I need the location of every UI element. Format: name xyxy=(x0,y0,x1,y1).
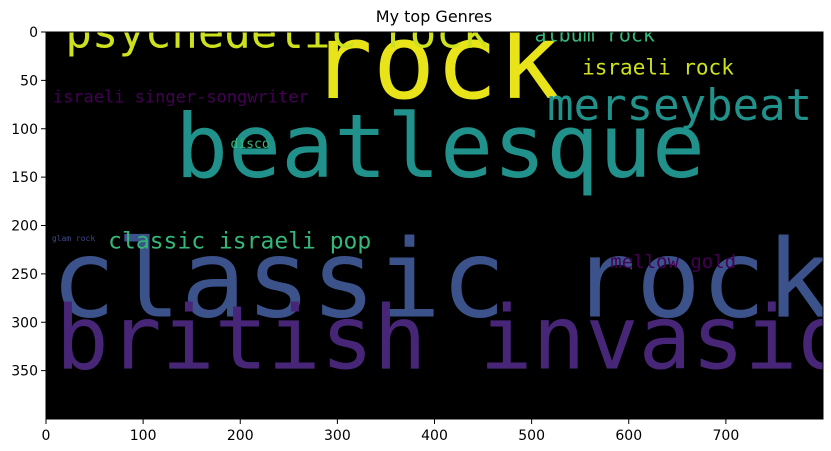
word-album-rock: album rock xyxy=(535,23,655,47)
word-mellow-gold: mellow gold xyxy=(610,251,736,273)
word-rock: rock xyxy=(310,1,560,123)
y-tick-label: 250 xyxy=(11,267,38,283)
word-classic-israeli-pop: classic israeli pop xyxy=(108,229,371,255)
chart-title: My top Genres xyxy=(376,7,492,26)
x-axis: 0 100 200 300 400 500 600 700 xyxy=(42,419,740,444)
x-tick-label: 200 xyxy=(227,428,254,444)
word-beatlesque: beatlesque xyxy=(175,95,705,198)
y-axis: 0 50 100 150 200 250 300 350 xyxy=(11,25,46,380)
y-tick-label: 350 xyxy=(11,364,38,380)
y-tick-label: 100 xyxy=(11,122,38,138)
x-tick-label: 400 xyxy=(421,428,448,444)
word-psychedelic-rock: psychedelic rock xyxy=(65,7,489,58)
plot-area xyxy=(46,32,823,419)
word-glam-rock: glam rock xyxy=(52,234,96,243)
x-tick-label: 100 xyxy=(130,428,157,444)
word-israeli-rock: israeli rock xyxy=(582,56,734,80)
x-tick-label: 0 xyxy=(42,428,51,444)
word-disco: disco xyxy=(231,137,270,152)
y-tick-label: 50 xyxy=(20,73,38,89)
x-tick-label: 700 xyxy=(713,428,740,444)
y-tick-label: 150 xyxy=(11,170,38,186)
word-classic-rock: classic rock xyxy=(51,217,831,342)
y-tick-label: 200 xyxy=(11,219,38,235)
word-british-invasion: british invasion xyxy=(56,287,831,390)
x-tick-label: 300 xyxy=(324,428,351,444)
x-tick-label: 500 xyxy=(518,428,545,444)
word-merseybeat: merseybeat xyxy=(547,80,812,131)
word-israeli-singer-songwriter: israeli singer-songwriter xyxy=(53,88,309,108)
y-tick-label: 0 xyxy=(29,25,38,41)
x-tick-label: 600 xyxy=(615,428,642,444)
y-tick-label: 300 xyxy=(11,315,38,331)
